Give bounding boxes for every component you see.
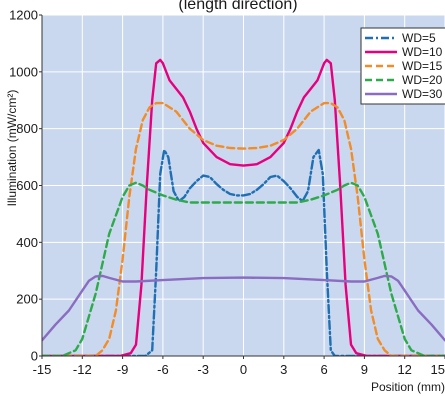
legend-label: WD=20 <box>402 73 443 87</box>
y-tick-label: 0 <box>31 349 38 364</box>
legend-label: WD=15 <box>402 59 443 73</box>
x-tick-label: 12 <box>397 362 411 377</box>
series-line-wd30 <box>42 274 445 342</box>
x-tick-label: 3 <box>280 362 287 377</box>
series-line-wd5 <box>42 148 445 356</box>
x-tick-labels: -15 -12 -9 -6 -3 0 3 6 9 12 15 <box>33 356 445 377</box>
x-tick-label: -9 <box>117 362 129 377</box>
x-tick-label: 9 <box>361 362 368 377</box>
y-tick-labels: 0 200 400 600 800 1000 1200 <box>9 8 42 364</box>
legend-label: WD=10 <box>402 45 443 59</box>
y-tick-label: 1200 <box>9 8 38 23</box>
y-tick-label: 600 <box>16 178 38 193</box>
y-tick-label: 200 <box>16 292 38 307</box>
x-tick-label: 15 <box>431 362 445 377</box>
chart-title: (length direction) <box>178 0 297 13</box>
series-line-wd10 <box>42 58 445 356</box>
x-tick-label: 0 <box>240 362 247 377</box>
series-line-wd20 <box>42 181 445 356</box>
y-axis-title: Illumination (mW/cm²) <box>5 90 19 207</box>
x-tick-label: -12 <box>73 362 92 377</box>
x-axis-title: Position (mm) <box>371 380 445 394</box>
y-tick-label: 1000 <box>9 64 38 79</box>
legend-box <box>360 27 445 105</box>
legend-label: WD=5 <box>402 31 436 45</box>
x-tick-label: -15 <box>33 362 52 377</box>
y-tick-label: 800 <box>16 121 38 136</box>
series-lines <box>42 58 445 356</box>
legend-label: WD=30 <box>402 87 443 101</box>
x-tick-label: -6 <box>157 362 169 377</box>
x-tick-label: 6 <box>320 362 327 377</box>
x-tick-label: -3 <box>197 362 209 377</box>
y-tick-label: 400 <box>16 235 38 250</box>
series-line-wd15 <box>42 101 445 356</box>
